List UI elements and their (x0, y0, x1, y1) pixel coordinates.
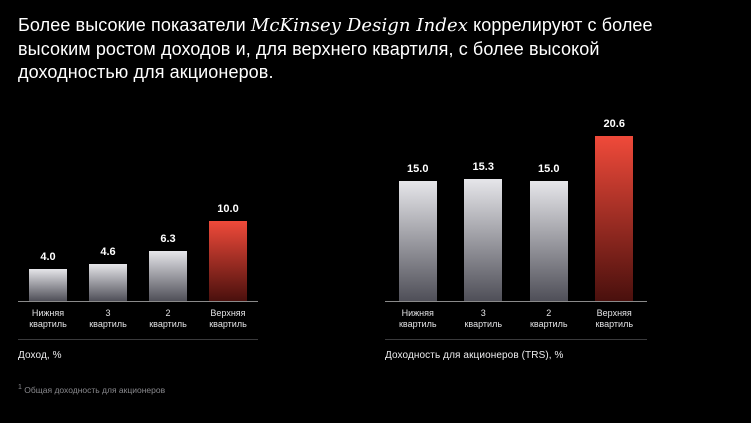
category-label: Верхняя квартиль (595, 307, 634, 329)
title-suffix: коррелируют с более высоким ростом доход… (18, 15, 653, 82)
bar (89, 263, 127, 301)
category-label: 2 квартиль (149, 307, 187, 329)
axis-title: Доход, % (18, 349, 62, 361)
axis-title: Доходность для акционеров (TRS), % (385, 349, 564, 361)
bar-value-label: 4.6 (100, 245, 116, 258)
highlight-bar (209, 220, 247, 301)
axis-baseline (385, 300, 647, 302)
page-title: Более высокие показатели McKinsey Design… (18, 14, 663, 84)
bar-column: 15.0 (385, 163, 451, 301)
bar (398, 180, 437, 301)
bar (529, 180, 568, 301)
bar (29, 268, 67, 301)
category-row: Нижняя квартиль 3 квартиль 2 квартиль Верхн… (18, 302, 258, 334)
bar-value-label: 15.0 (538, 162, 560, 175)
bar-column: 15.0 (516, 163, 582, 301)
divider-rule (18, 338, 258, 340)
category-label: 3 квартиль (89, 307, 127, 329)
footnote-marker: 1 (18, 384, 22, 392)
bar-value-label: 15.3 (472, 160, 494, 173)
bar-column: 4.6 (78, 246, 138, 301)
chart-trs: 15.0 15.3 15.0 20.6 Нижняя квартиль 3 кварти… (385, 111, 647, 361)
highlight-bar (595, 135, 634, 301)
bar (149, 250, 187, 301)
category-row: Нижняя квартиль 3 квартиль 2 квартиль Верхн… (385, 302, 647, 334)
bar-value-label: 15.0 (407, 162, 429, 175)
bar-plot: 15.0 15.3 15.0 20.6 (385, 111, 647, 301)
title-emphasis: McKinsey Design Index (250, 15, 468, 36)
category-label: Верхняя квартиль (209, 307, 247, 329)
footnote-text: Общая доходность для акционеров (24, 385, 166, 395)
bar-column: 20.6 (582, 118, 648, 301)
bar-column: 10.0 (198, 203, 258, 301)
charts-row: 4.0 4.6 6.3 10.0 Нижняя квартиль 3 квартиль 2… (18, 111, 751, 361)
category-label: Нижняя квартиль (29, 307, 67, 329)
bar-column: 15.3 (451, 161, 517, 301)
bar-value-label: 4.0 (40, 250, 56, 263)
bar-value-label: 10.0 (217, 202, 239, 215)
bar-value-label: 6.3 (160, 232, 176, 245)
bar (464, 178, 503, 301)
bar-column: 6.3 (138, 233, 198, 301)
chart-revenue: 4.0 4.6 6.3 10.0 Нижняя квартиль 3 квартиль 2… (18, 111, 258, 361)
category-label: Нижняя квартиль (398, 307, 437, 329)
bar-plot: 4.0 4.6 6.3 10.0 (18, 111, 258, 301)
footnote: 1 Общая доходность для акционеров (18, 384, 165, 395)
divider-rule (385, 338, 647, 340)
bar-column: 4.0 (18, 251, 78, 301)
category-label: 3 квартиль (464, 307, 503, 329)
axis-baseline (18, 300, 258, 302)
bar-value-label: 20.6 (603, 117, 625, 130)
title-prefix: Более высокие показатели (18, 15, 251, 35)
category-label: 2 квартиль (529, 307, 568, 329)
